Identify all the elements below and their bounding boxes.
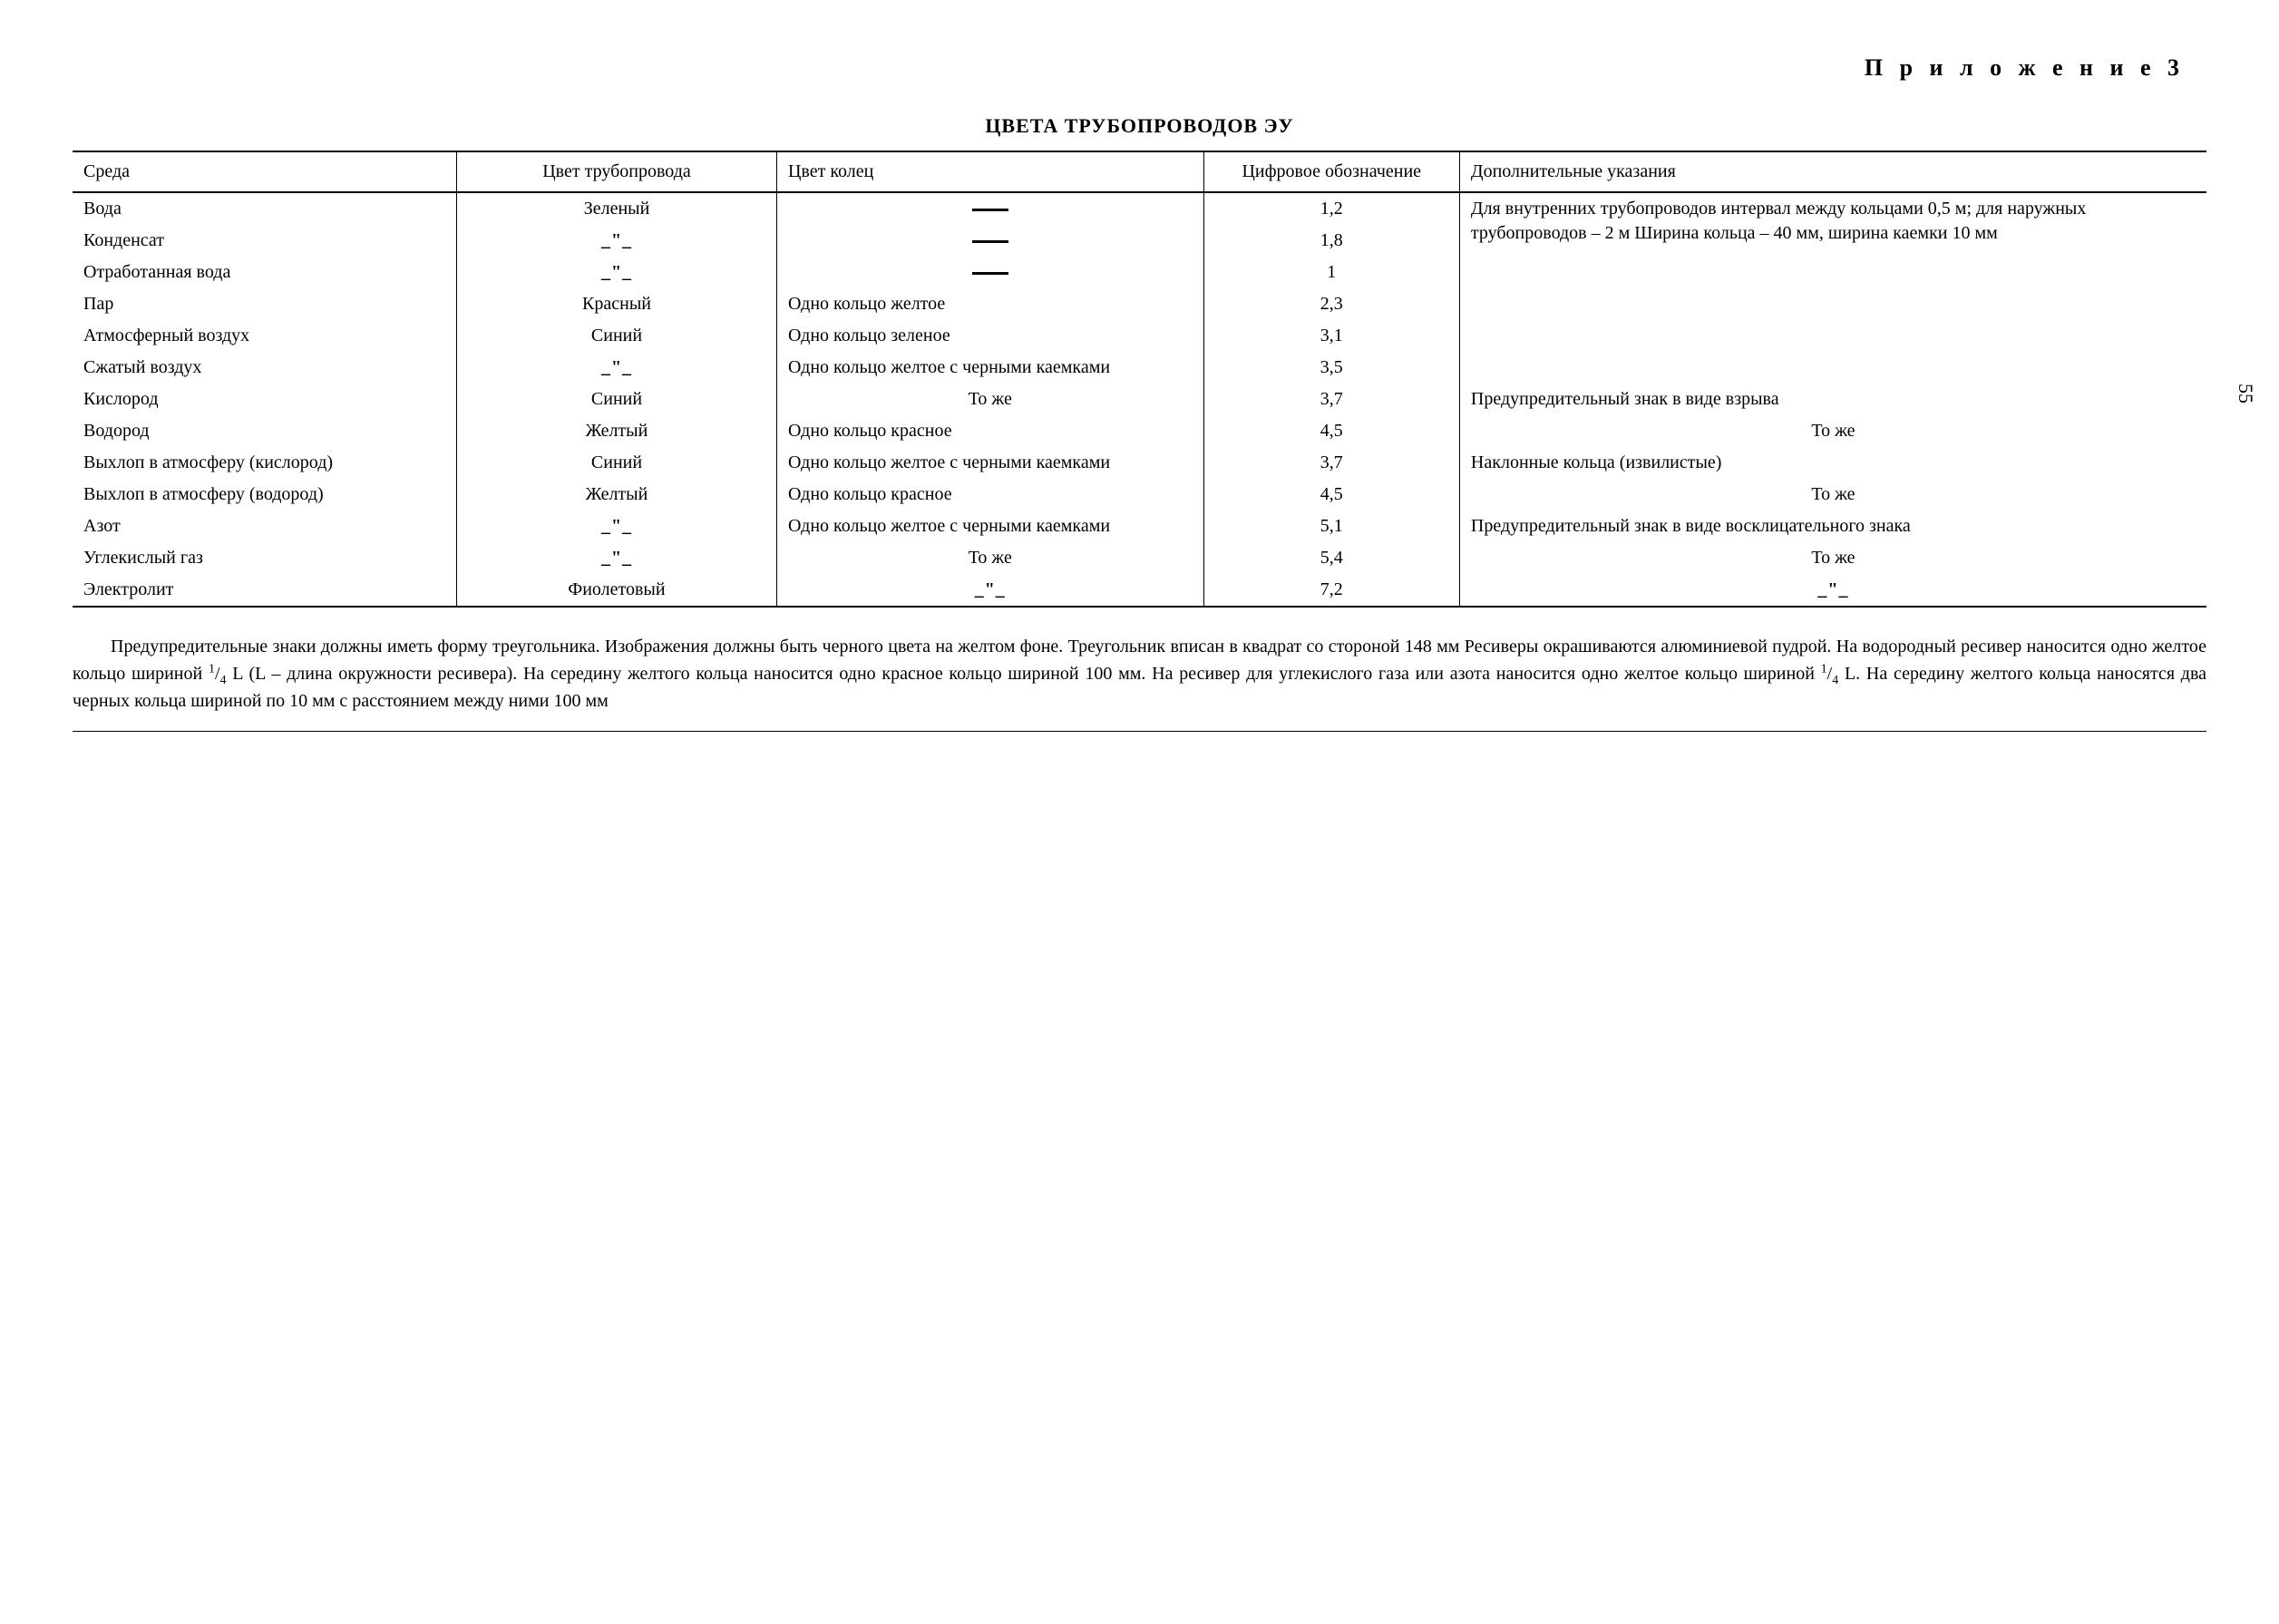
pipeline-colors-table: Среда Цвет трубопровода Цвет колец Цифро… bbox=[73, 151, 2206, 608]
cell-pipecolor: _"_ bbox=[457, 352, 777, 384]
cell-notes: Для внутренних трубопроводов интервал ме… bbox=[1459, 192, 2206, 384]
ditto-mark: _"_ bbox=[601, 355, 632, 380]
table-row: Выхлоп в атмосферу (кислород)СинийОдно к… bbox=[73, 447, 2206, 479]
cell-pipecolor: Красный bbox=[457, 288, 777, 320]
table-row: ВодородЖелтыйОдно кольцо красное4,5То же bbox=[73, 415, 2206, 447]
ditto-mark: _"_ bbox=[1817, 578, 1848, 602]
ditto-mark: _"_ bbox=[601, 546, 632, 570]
cell-code: 2,3 bbox=[1203, 288, 1459, 320]
cell-pipecolor: Желтый bbox=[457, 415, 777, 447]
cell-media: Отработанная вода bbox=[73, 257, 457, 288]
cell-media: Электролит bbox=[73, 574, 457, 607]
cell-code: 1,2 bbox=[1203, 192, 1459, 225]
cell-code: 7,2 bbox=[1203, 574, 1459, 607]
cell-pipecolor: Синий bbox=[457, 320, 777, 352]
cell-pipecolor: Синий bbox=[457, 384, 777, 415]
bottom-rule bbox=[73, 731, 2206, 732]
cell-ringcolor: Одно кольцо желтое с черными каемками bbox=[776, 447, 1203, 479]
header-ringcolor: Цвет колец bbox=[776, 151, 1203, 192]
cell-code: 4,5 bbox=[1203, 415, 1459, 447]
cell-ringcolor: То же bbox=[776, 384, 1203, 415]
cell-media: Выхлоп в атмосферу (кислород) bbox=[73, 447, 457, 479]
cell-media: Выхлоп в атмосферу (водород) bbox=[73, 479, 457, 511]
cell-code: 1 bbox=[1203, 257, 1459, 288]
ditto-mark: _"_ bbox=[601, 229, 632, 253]
cell-ringcolor: Одно кольцо желтое с черными каемками bbox=[776, 511, 1203, 542]
header-notes: Дополнительные указания bbox=[1459, 151, 2206, 192]
cell-ringcolor: Одно кольцо зеленое bbox=[776, 320, 1203, 352]
header-media: Среда bbox=[73, 151, 457, 192]
cell-media: Кислород bbox=[73, 384, 457, 415]
table-row: ЭлектролитФиолетовый _"_ 7,2 _"_ bbox=[73, 574, 2206, 607]
cell-ringcolor bbox=[776, 192, 1203, 225]
dash-mark bbox=[972, 240, 1008, 243]
cell-media: Вода bbox=[73, 192, 457, 225]
cell-media: Сжатый воздух bbox=[73, 352, 457, 384]
dash-mark bbox=[972, 272, 1008, 275]
cell-pipecolor: Фиолетовый bbox=[457, 574, 777, 607]
cell-media: Углекислый газ bbox=[73, 542, 457, 574]
cell-pipecolor: _"_ bbox=[457, 225, 777, 257]
cell-ringcolor: То же bbox=[776, 542, 1203, 574]
cell-code: 3,7 bbox=[1203, 384, 1459, 415]
cell-code: 3,1 bbox=[1203, 320, 1459, 352]
cell-code: 3,7 bbox=[1203, 447, 1459, 479]
cell-ringcolor: Одно кольцо красное bbox=[776, 479, 1203, 511]
cell-pipecolor: Зеленый bbox=[457, 192, 777, 225]
cell-pipecolor: Желтый bbox=[457, 479, 777, 511]
cell-code: 3,5 bbox=[1203, 352, 1459, 384]
table-row: Выхлоп в атмосферу (водород)ЖелтыйОдно к… bbox=[73, 479, 2206, 511]
page-number: 55 bbox=[2234, 384, 2257, 404]
header-code: Цифровое обозначение bbox=[1203, 151, 1459, 192]
cell-notes: То же bbox=[1459, 415, 2206, 447]
cell-notes: Предупредительный знак в виде восклицате… bbox=[1459, 511, 2206, 542]
cell-code: 5,1 bbox=[1203, 511, 1459, 542]
cell-media: Атмосферный воздух bbox=[73, 320, 457, 352]
table-row: Азот _"_ Одно кольцо желтое с черными каем… bbox=[73, 511, 2206, 542]
cell-notes: То же bbox=[1459, 479, 2206, 511]
cell-media: Конденсат bbox=[73, 225, 457, 257]
cell-media: Водород bbox=[73, 415, 457, 447]
ditto-mark: _"_ bbox=[601, 260, 632, 285]
table-row: ВодаЗеленый1,2Для внутренних трубопровод… bbox=[73, 192, 2206, 225]
header-pipecolor: Цвет трубопровода bbox=[457, 151, 777, 192]
cell-ringcolor: Одно кольцо желтое с черными каемками bbox=[776, 352, 1203, 384]
footnote-paragraph: Предупредительные знаки должны иметь фор… bbox=[73, 633, 2206, 715]
cell-notes: Предупредительный знак в виде взрыва bbox=[1459, 384, 2206, 415]
table-row: КислородСинийТо же3,7Предупредительный з… bbox=[73, 384, 2206, 415]
cell-notes: То же bbox=[1459, 542, 2206, 574]
ditto-mark: _"_ bbox=[975, 578, 1006, 602]
cell-pipecolor: Синий bbox=[457, 447, 777, 479]
cell-media: Азот bbox=[73, 511, 457, 542]
dash-mark bbox=[972, 209, 1008, 211]
cell-pipecolor: _"_ bbox=[457, 511, 777, 542]
table-title: ЦВЕТА ТРУБОПРОВОДОВ ЭУ bbox=[73, 114, 2206, 138]
cell-notes: _"_ bbox=[1459, 574, 2206, 607]
cell-ringcolor: Одно кольцо красное bbox=[776, 415, 1203, 447]
cell-pipecolor: _"_ bbox=[457, 542, 777, 574]
cell-pipecolor: _"_ bbox=[457, 257, 777, 288]
cell-ringcolor bbox=[776, 225, 1203, 257]
cell-notes: Наклонные кольца (извилистые) bbox=[1459, 447, 2206, 479]
cell-ringcolor bbox=[776, 257, 1203, 288]
cell-ringcolor: _"_ bbox=[776, 574, 1203, 607]
cell-code: 1,8 bbox=[1203, 225, 1459, 257]
cell-media: Пар bbox=[73, 288, 457, 320]
cell-ringcolor: Одно кольцо желтое bbox=[776, 288, 1203, 320]
ditto-mark: _"_ bbox=[601, 514, 632, 539]
appendix-label: П р и л о ж е н и е 3 bbox=[73, 54, 2206, 82]
table-header-row: Среда Цвет трубопровода Цвет колец Цифро… bbox=[73, 151, 2206, 192]
table-row: Углекислый газ _"_ То же5,4То же bbox=[73, 542, 2206, 574]
cell-code: 4,5 bbox=[1203, 479, 1459, 511]
cell-code: 5,4 bbox=[1203, 542, 1459, 574]
